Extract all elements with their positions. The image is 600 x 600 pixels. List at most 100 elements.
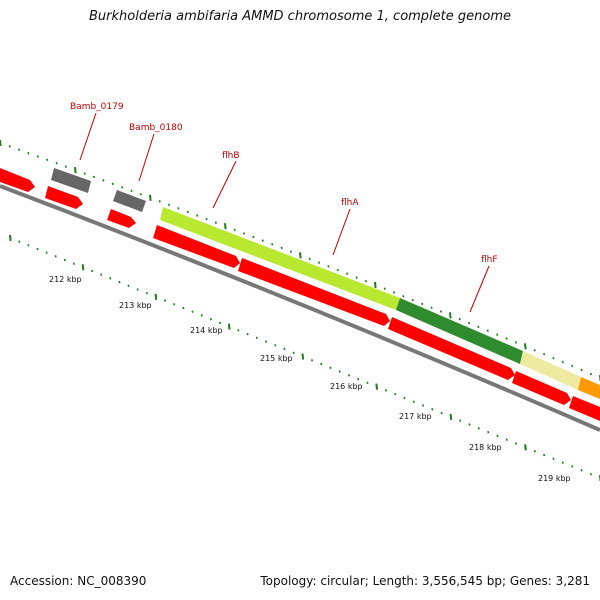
scale-label-217: 217 kbp <box>399 412 432 421</box>
outer-tick <box>533 349 536 352</box>
outer-tick <box>299 252 302 259</box>
inner-tick <box>431 408 434 411</box>
gene-arrow-5[interactable] <box>238 258 390 326</box>
inner-tick <box>347 374 351 377</box>
inner-tick <box>301 353 305 360</box>
gene-orange-box[interactable] <box>578 377 600 399</box>
gene-arrow-1[interactable] <box>0 168 35 192</box>
inner-tick <box>18 240 21 243</box>
outer-tick <box>261 239 264 242</box>
outer-tick <box>196 214 199 217</box>
inner-tick <box>255 336 258 340</box>
gene-arrow-6[interactable] <box>388 317 515 380</box>
inner-tick <box>292 351 295 355</box>
outer-tick <box>111 182 114 186</box>
outer-tick <box>496 333 499 336</box>
outer-tick <box>505 337 508 340</box>
gene-arrow-2[interactable] <box>45 186 83 209</box>
label-flhb[interactable]: flhB <box>222 151 240 161</box>
gene-arrow-4[interactable] <box>153 225 240 268</box>
outer-tick <box>449 312 452 319</box>
inner-tick-marks <box>9 234 600 482</box>
inner-tick <box>487 430 490 434</box>
outer-tick <box>8 145 11 148</box>
inner-tick <box>589 472 592 476</box>
gene-flhf-box[interactable] <box>520 351 581 390</box>
outer-tick <box>186 210 189 214</box>
outer-tick <box>83 172 86 175</box>
inner-tick <box>477 427 480 430</box>
inner-tick <box>27 244 30 247</box>
outer-tick <box>318 261 321 264</box>
outer-tick <box>458 317 461 321</box>
feature-track-outer <box>51 168 600 399</box>
outer-tick <box>271 243 274 246</box>
gene-bamb0180-box[interactable] <box>113 190 146 212</box>
gene-flhb-box[interactable] <box>160 207 400 310</box>
outer-tick <box>355 276 358 279</box>
label-flhf[interactable]: flhF <box>481 255 498 265</box>
feature-track-inner <box>0 168 600 421</box>
outer-tick <box>0 139 2 147</box>
gene-arrow-3[interactable] <box>107 209 136 228</box>
inner-tick <box>533 449 536 453</box>
inner-tick <box>468 423 471 426</box>
outer-tick <box>46 158 49 162</box>
inner-tick <box>552 457 555 461</box>
label-bamb0179[interactable]: Bamb_0179 <box>70 102 124 112</box>
outer-tick <box>243 232 246 235</box>
outer-tick <box>430 306 433 309</box>
inner-tick <box>127 284 130 288</box>
leader-flhf <box>469 265 490 313</box>
leader-flha <box>332 208 351 256</box>
inner-tick <box>100 273 103 276</box>
inner-tick <box>36 247 39 251</box>
leader-bamb0180 <box>138 133 155 182</box>
inner-tick <box>81 264 85 271</box>
outer-tick <box>102 179 105 182</box>
inner-tick <box>45 251 48 254</box>
inner-tick <box>237 329 240 332</box>
inner-tick <box>136 288 139 291</box>
inner-tick <box>366 381 369 385</box>
outer-tick <box>168 203 171 206</box>
scale-labels: 212 kbp 213 kbp 214 kbp 215 kbp 216 kbp … <box>49 275 571 483</box>
scale-label-215: 215 kbp <box>260 354 293 363</box>
inner-tick <box>173 303 176 306</box>
outer-tick <box>18 148 21 151</box>
outer-tick <box>364 279 367 283</box>
gene-labels: Bamb_0179 Bamb_0180 flhB flhA flhF <box>70 102 498 265</box>
outer-tick <box>439 310 442 313</box>
outer-tick <box>205 217 208 221</box>
inner-tick <box>164 299 167 302</box>
outer-tick <box>74 167 77 174</box>
outer-tick <box>280 246 283 250</box>
gene-bamb0179-box[interactable] <box>51 168 91 193</box>
inner-tick <box>543 453 546 457</box>
gene-arrow-7[interactable] <box>512 371 571 405</box>
gene-flha-box[interactable] <box>396 298 523 364</box>
inner-tick <box>357 377 360 381</box>
inner-tick <box>91 269 94 273</box>
inner-tick <box>63 258 66 262</box>
outer-tick <box>477 325 480 329</box>
label-flha[interactable]: flhA <box>341 198 359 208</box>
inner-tick <box>440 411 443 415</box>
gene-arrow-8[interactable] <box>569 396 600 421</box>
outer-tick <box>571 364 574 368</box>
inner-tick <box>412 400 415 403</box>
outer-tick <box>468 321 471 325</box>
inner-tick <box>310 359 314 362</box>
inner-tick <box>54 255 57 258</box>
outer-tick <box>543 352 546 356</box>
inner-tick <box>449 413 453 420</box>
outer-tick <box>93 175 96 179</box>
inner-tick <box>524 444 527 451</box>
inner-tick <box>329 366 332 370</box>
inner-tick <box>72 262 75 265</box>
inner-tick <box>422 404 425 407</box>
outer-tick <box>233 228 236 232</box>
label-bamb0180[interactable]: Bamb_0180 <box>129 123 183 133</box>
scale-label-218: 218 kbp <box>469 443 502 452</box>
